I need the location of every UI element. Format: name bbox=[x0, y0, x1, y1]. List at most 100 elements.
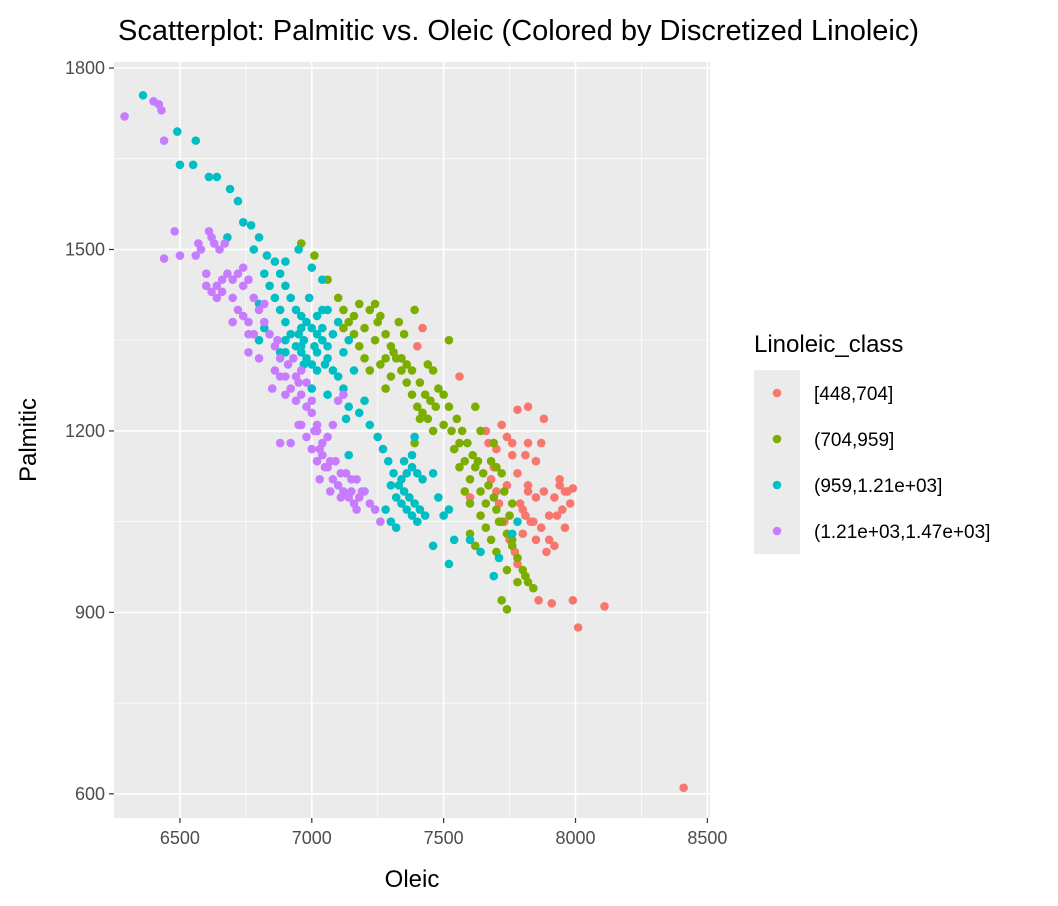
data-point bbox=[513, 559, 522, 569]
data-point bbox=[291, 396, 301, 405]
data-point bbox=[415, 505, 425, 514]
data-point bbox=[254, 335, 264, 345]
data-point bbox=[428, 366, 438, 375]
data-point bbox=[550, 493, 559, 502]
data-point bbox=[344, 450, 354, 460]
data-point bbox=[428, 426, 438, 436]
data-point bbox=[196, 245, 206, 254]
data-point bbox=[460, 456, 470, 466]
data-point bbox=[275, 305, 285, 315]
data-point bbox=[302, 432, 311, 442]
data-point bbox=[476, 547, 485, 557]
data-point bbox=[207, 287, 216, 297]
data-point bbox=[507, 529, 517, 539]
data-point bbox=[518, 505, 528, 514]
grid-major bbox=[114, 62, 710, 818]
data-point bbox=[489, 571, 499, 581]
data-point bbox=[507, 438, 517, 448]
data-point bbox=[281, 335, 290, 345]
data-point bbox=[159, 136, 169, 145]
data-point bbox=[389, 468, 398, 478]
data-point bbox=[439, 390, 448, 399]
data-point bbox=[444, 335, 454, 345]
data-point bbox=[494, 553, 504, 563]
data-point bbox=[344, 335, 354, 345]
data-point bbox=[191, 136, 201, 145]
data-point bbox=[489, 438, 499, 448]
data-point bbox=[507, 499, 517, 508]
data-point bbox=[544, 535, 554, 545]
data-point bbox=[376, 517, 385, 526]
data-point bbox=[573, 623, 583, 632]
data-point bbox=[439, 420, 448, 430]
data-point bbox=[521, 450, 530, 460]
data-point bbox=[286, 293, 295, 303]
data-point bbox=[465, 529, 475, 539]
data-point bbox=[349, 366, 359, 375]
data-point bbox=[526, 517, 535, 526]
data-point bbox=[344, 402, 354, 412]
data-point bbox=[415, 414, 425, 424]
legend-label: [448,704] bbox=[814, 384, 893, 405]
data-point bbox=[331, 456, 340, 466]
data-point bbox=[373, 432, 383, 442]
data-point bbox=[354, 299, 364, 309]
data-point bbox=[238, 263, 248, 272]
data-point bbox=[523, 438, 533, 448]
data-point bbox=[328, 420, 338, 430]
data-point bbox=[513, 468, 522, 478]
data-point bbox=[296, 366, 306, 375]
y-tick-label: 1500 bbox=[65, 239, 105, 259]
data-point bbox=[481, 499, 491, 508]
legend: Linoleic_class [448,704] (704,959] (959,1.… bbox=[754, 331, 990, 554]
data-point bbox=[476, 511, 485, 520]
data-point bbox=[339, 323, 348, 333]
data-point bbox=[296, 323, 306, 333]
data-point bbox=[531, 535, 541, 545]
data-point bbox=[497, 420, 506, 430]
data-point bbox=[476, 426, 485, 436]
data-point bbox=[407, 511, 417, 520]
data-point bbox=[376, 360, 385, 369]
data-point bbox=[470, 541, 480, 551]
data-point bbox=[565, 499, 575, 508]
data-point bbox=[455, 372, 464, 381]
data-point bbox=[302, 317, 311, 327]
data-point bbox=[418, 475, 427, 484]
data-point bbox=[246, 220, 256, 230]
data-point bbox=[489, 493, 499, 502]
data-point bbox=[428, 541, 438, 551]
data-point bbox=[275, 348, 285, 357]
x-axis-label: Oleic bbox=[385, 866, 440, 893]
data-point bbox=[381, 384, 390, 393]
data-point bbox=[233, 269, 243, 278]
data-point bbox=[386, 517, 396, 526]
data-point bbox=[238, 217, 248, 227]
data-point bbox=[539, 487, 549, 496]
data-point bbox=[170, 227, 179, 236]
data-point bbox=[534, 595, 543, 605]
data-point bbox=[405, 493, 414, 502]
data-point bbox=[397, 366, 406, 375]
data-point bbox=[560, 523, 570, 532]
data-point bbox=[217, 275, 227, 285]
data-point bbox=[370, 505, 380, 514]
data-point bbox=[238, 281, 248, 291]
data-point bbox=[202, 281, 211, 291]
y-tick-label: 1200 bbox=[65, 421, 105, 441]
y-tick-label: 900 bbox=[75, 602, 105, 622]
data-point bbox=[294, 245, 303, 254]
data-point bbox=[318, 323, 327, 333]
data-point bbox=[360, 323, 369, 333]
legend-key-background bbox=[754, 370, 800, 554]
data-point bbox=[486, 535, 496, 545]
data-point bbox=[294, 420, 303, 430]
data-point bbox=[294, 378, 303, 387]
data-point bbox=[407, 462, 417, 472]
data-point bbox=[307, 323, 317, 333]
data-point bbox=[254, 305, 264, 315]
data-point bbox=[273, 335, 282, 345]
data-point bbox=[352, 475, 361, 484]
axis-ticks bbox=[109, 67, 708, 823]
